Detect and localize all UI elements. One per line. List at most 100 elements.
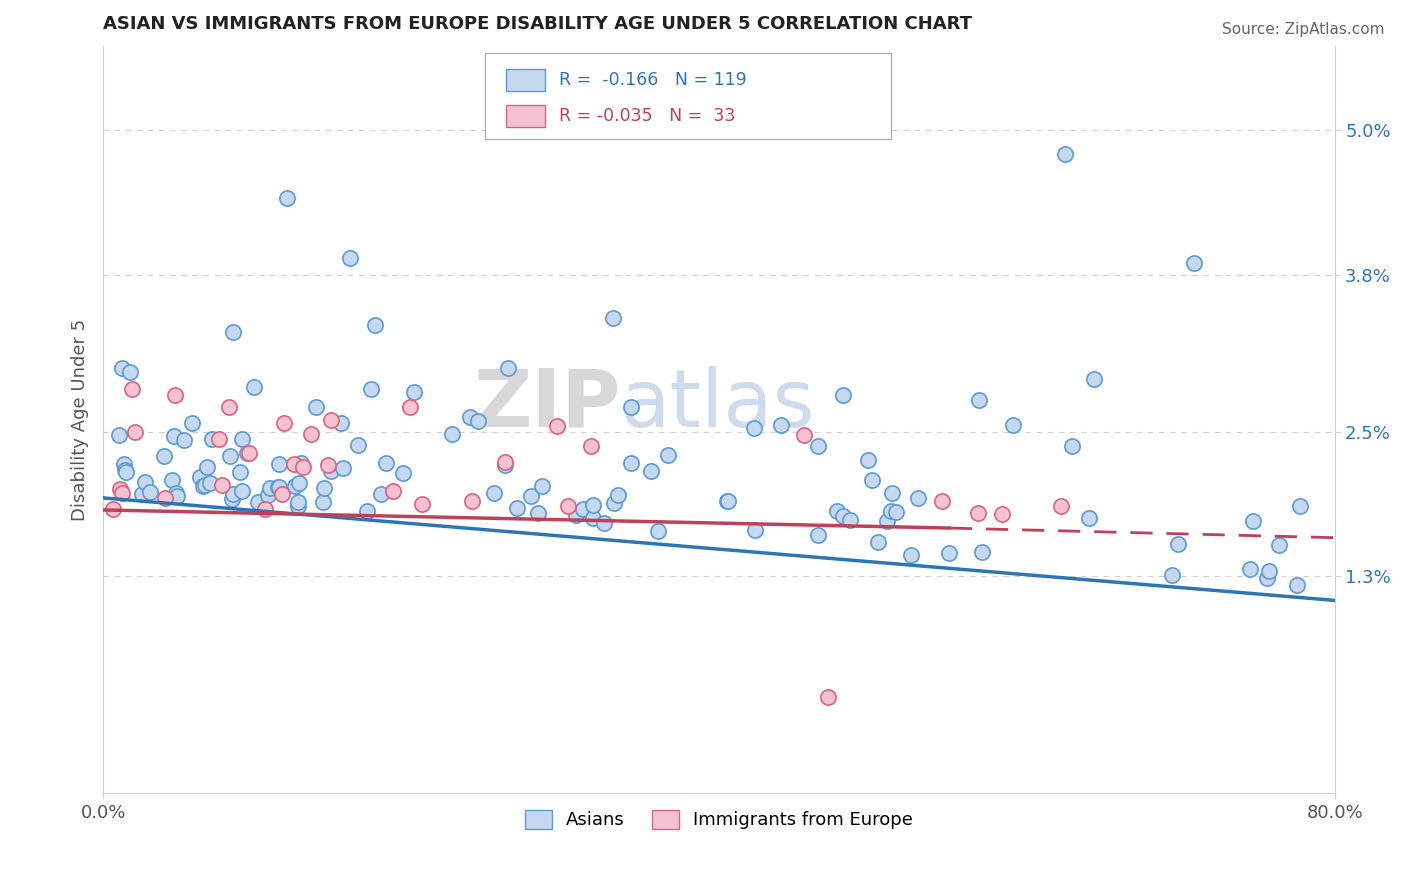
Point: [166, 489, 188, 503]
Point: [603, 495, 626, 509]
Point: [392, 467, 415, 481]
Point: [292, 460, 315, 475]
Point: [1001, 417, 1024, 432]
Point: [114, 462, 136, 476]
Point: [876, 514, 898, 528]
Point: [257, 488, 280, 502]
Point: [314, 481, 336, 495]
Point: [283, 457, 305, 471]
Point: [860, 473, 883, 487]
Point: [273, 416, 295, 430]
Point: [231, 432, 253, 446]
Point: [319, 464, 342, 478]
FancyBboxPatch shape: [506, 104, 546, 127]
Point: [139, 484, 162, 499]
FancyBboxPatch shape: [506, 69, 546, 91]
Point: [494, 455, 516, 469]
Point: [938, 546, 960, 560]
Point: [108, 482, 131, 496]
Point: [114, 465, 136, 479]
Point: [572, 502, 595, 516]
Point: [201, 432, 224, 446]
Point: [131, 486, 153, 500]
Text: Source: ZipAtlas.com: Source: ZipAtlas.com: [1222, 22, 1385, 37]
Point: [218, 450, 240, 464]
Point: [267, 480, 290, 494]
Point: [163, 388, 186, 402]
Point: [347, 438, 370, 452]
Point: [236, 446, 259, 460]
Point: [165, 485, 187, 500]
Y-axis label: Disability Age Under 5: Disability Age Under 5: [72, 318, 89, 521]
Point: [579, 440, 602, 454]
Point: [312, 494, 335, 508]
Point: [527, 506, 550, 520]
Point: [316, 458, 339, 472]
Point: [839, 513, 862, 527]
Point: [907, 491, 929, 506]
Point: [305, 400, 328, 414]
Point: [1053, 147, 1076, 161]
Point: [1288, 500, 1310, 514]
Point: [582, 498, 605, 512]
Point: [496, 361, 519, 376]
Point: [467, 414, 489, 428]
Point: [221, 491, 243, 506]
Point: [807, 439, 830, 453]
Point: [108, 428, 131, 442]
Point: [162, 429, 184, 443]
Point: [886, 505, 908, 519]
Point: [825, 504, 848, 518]
Point: [287, 499, 309, 513]
Point: [198, 475, 221, 490]
Point: [441, 427, 464, 442]
Point: [195, 459, 218, 474]
Point: [398, 401, 420, 415]
Point: [259, 481, 281, 495]
Point: [134, 475, 156, 490]
Point: [1182, 256, 1205, 270]
Point: [153, 450, 176, 464]
Point: [647, 524, 669, 539]
Point: [364, 318, 387, 332]
Point: [332, 460, 354, 475]
Point: [208, 433, 231, 447]
Point: [619, 456, 641, 470]
Point: [238, 446, 260, 460]
Text: ZIP: ZIP: [474, 366, 620, 443]
Point: [356, 504, 378, 518]
Point: [153, 491, 176, 505]
Point: [267, 457, 290, 471]
Point: [606, 488, 628, 502]
Point: [1285, 578, 1308, 592]
Point: [221, 487, 243, 501]
Point: [769, 417, 792, 432]
Point: [557, 500, 579, 514]
Point: [247, 495, 270, 509]
Legend: Asians, Immigrants from Europe: Asians, Immigrants from Europe: [517, 803, 921, 837]
Point: [402, 385, 425, 400]
Point: [1241, 514, 1264, 528]
Point: [1060, 439, 1083, 453]
Point: [931, 493, 953, 508]
Point: [565, 508, 588, 523]
Point: [299, 426, 322, 441]
Point: [717, 494, 740, 508]
Point: [218, 401, 240, 415]
Point: [592, 516, 614, 530]
Point: [276, 191, 298, 205]
Text: ASIAN VS IMMIGRANTS FROM EUROPE DISABILITY AGE UNDER 5 CORRELATION CHART: ASIAN VS IMMIGRANTS FROM EUROPE DISABILI…: [103, 15, 972, 33]
Point: [1050, 499, 1073, 513]
Point: [742, 421, 765, 435]
Point: [381, 483, 404, 498]
Point: [880, 504, 903, 518]
Point: [173, 433, 195, 447]
Point: [1077, 511, 1099, 525]
Point: [120, 365, 142, 379]
Point: [374, 456, 396, 470]
Point: [1256, 571, 1278, 585]
Point: [817, 690, 839, 704]
Point: [1268, 538, 1291, 552]
Point: [124, 425, 146, 439]
Point: [222, 326, 245, 340]
